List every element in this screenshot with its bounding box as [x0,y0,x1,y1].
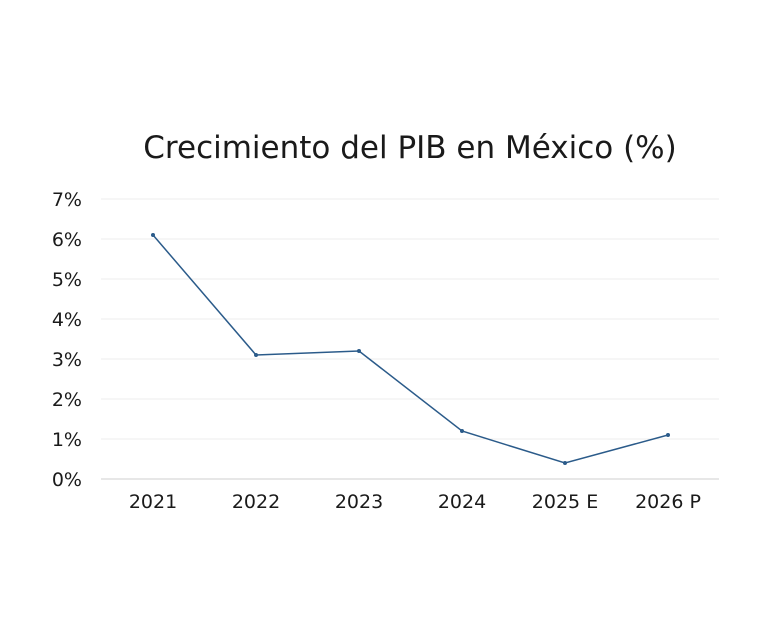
y-tick-label: 3% [52,349,82,371]
x-tick-label: 2023 [335,491,383,513]
data-point [254,353,258,357]
data-point [357,349,361,353]
x-tick-label: 2022 [232,491,280,513]
y-tick-label: 5% [52,269,82,291]
y-tick-label: 7% [52,189,82,211]
chart-title: Crecimiento del PIB en México (%) [143,130,676,166]
gridlines [101,198,719,480]
data-point [460,429,464,433]
x-tick-label: 2024 [438,491,486,513]
x-tick-label: 2026 P [635,491,701,513]
y-axis: 0% 1% 2% 3% 4% 5% 6% 7% [52,189,82,491]
data-point [151,233,155,237]
series-line [152,234,669,464]
y-tick-label: 2% [52,389,82,411]
series-layer [151,233,670,465]
y-tick-label: 4% [52,309,82,331]
y-tick-label: 6% [52,229,82,251]
x-tick-label: 2021 [129,491,177,513]
y-tick-label: 0% [52,469,82,491]
y-tick-label: 1% [52,429,82,451]
x-axis: 2021 2022 2023 2024 2025 E 2026 P [129,491,701,513]
data-point [563,461,567,465]
data-point [666,433,670,437]
x-tick-label: 2025 E [532,491,598,513]
